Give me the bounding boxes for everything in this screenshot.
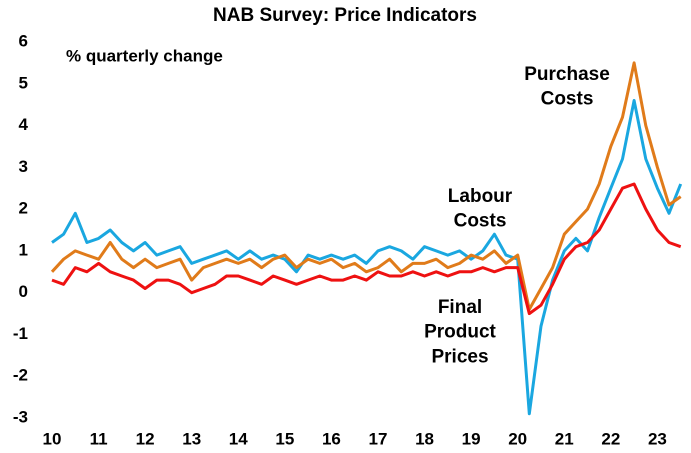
y-tick-label: -1: [13, 324, 28, 343]
x-tick-label: 13: [182, 429, 201, 448]
series-line: [51, 182, 682, 316]
y-tick-label: 3: [19, 157, 28, 176]
series-label: Final Product Prices: [424, 297, 496, 367]
series-line: [51, 99, 683, 416]
y-tick-label: 4: [19, 115, 29, 134]
y-tick-label: -2: [13, 366, 28, 385]
y-tick-label: 2: [19, 199, 28, 218]
y-tick-label: 1: [19, 240, 28, 259]
x-tick-label: 17: [369, 429, 388, 448]
x-tick-label: 14: [229, 429, 248, 448]
x-tick-label: 18: [415, 429, 434, 448]
x-tick-label: 19: [462, 429, 481, 448]
y-tick-label: 5: [19, 73, 28, 92]
x-tick-label: 11: [90, 429, 108, 448]
series-line: [50, 61, 682, 311]
x-tick-label: 10: [43, 429, 62, 448]
x-tick-label: 16: [322, 429, 341, 448]
chart-title: NAB Survey: Price Indicators: [213, 5, 477, 26]
y-tick-label: -3: [13, 407, 28, 426]
y-tick-label: 6: [19, 31, 28, 50]
x-tick-label: 12: [136, 429, 155, 448]
y-tick-label: 0: [19, 282, 28, 301]
x-tick-label: 22: [601, 429, 620, 448]
x-tick-label: 23: [648, 429, 667, 448]
x-tick-label: 21: [555, 429, 574, 448]
x-tick-label: 15: [275, 429, 294, 448]
y-axis-label: % quarterly change: [66, 46, 223, 65]
series-label: Purchase Costs: [524, 64, 610, 110]
x-tick-label: 20: [508, 429, 527, 448]
series-label: Labour Costs: [448, 186, 513, 232]
